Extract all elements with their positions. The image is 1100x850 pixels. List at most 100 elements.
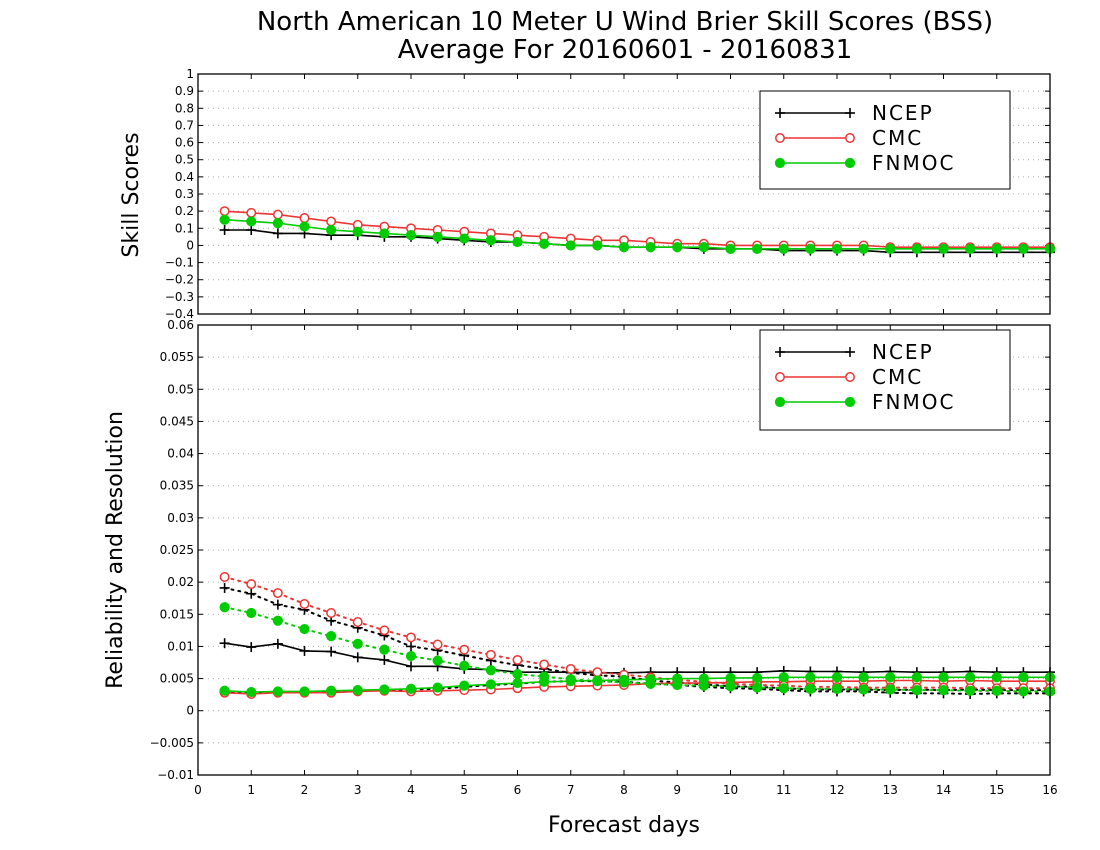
y-axis-label: Skill Scores	[119, 132, 144, 257]
data-point	[698, 242, 709, 253]
data-point	[459, 680, 470, 691]
y-tick-label: 0.3	[175, 187, 194, 201]
legend-marker	[844, 157, 856, 169]
data-point	[805, 683, 816, 694]
data-point	[698, 680, 709, 691]
chart-panel-2: −0.01 −0.005 0 0.005 0.01 0.015 0.02 0.025 0.03 0…	[103, 318, 1058, 797]
y-tick-label: 0.5	[175, 153, 194, 167]
x-tick-label: 12	[829, 783, 844, 797]
data-point	[246, 207, 257, 218]
data-point	[299, 213, 310, 223]
data-point	[246, 686, 257, 698]
data-point	[432, 639, 443, 650]
data-point	[645, 242, 656, 253]
x-tick-label: 13	[883, 783, 898, 797]
data-point	[911, 685, 922, 696]
data-point	[379, 625, 390, 636]
legend-marker	[774, 396, 786, 408]
data-point	[965, 685, 976, 696]
series-fnmoc-solid-5	[219, 672, 1056, 698]
x-tick-label: 1	[247, 783, 255, 797]
data-point	[725, 672, 736, 684]
y-tick-label: 0.025	[160, 543, 194, 557]
data-point	[379, 644, 390, 655]
legend-label-fnmoc: FNMOC	[872, 390, 955, 414]
data-point	[512, 668, 523, 680]
y-tick-label: 0.01	[167, 639, 194, 653]
data-point	[592, 667, 603, 678]
x-tick-label: 4	[407, 783, 415, 797]
data-point	[432, 655, 443, 666]
data-point	[246, 607, 257, 619]
data-point	[299, 686, 310, 697]
x-tick-label: 3	[354, 783, 362, 797]
data-point	[219, 602, 230, 613]
chart-title-line2: Average For 20160601 - 20160831	[398, 35, 853, 65]
data-point	[485, 679, 496, 690]
series-line	[223, 586, 1051, 692]
data-point	[778, 672, 789, 683]
y-tick-label: −0.01	[157, 768, 194, 782]
chart-panel-1: −0.4 −0.3 −0.2 −0.1 0 0.1 0.2 0.3 0.4 0.5 0.6 0.7 0.…	[119, 67, 1056, 321]
data-point	[485, 649, 496, 660]
x-axis-label: Forecast days	[548, 813, 700, 838]
data-point	[831, 243, 843, 254]
data-point	[459, 233, 470, 244]
x-tick-label: 15	[989, 783, 1004, 797]
y-tick-label: −0.2	[165, 273, 194, 287]
data-point	[299, 623, 310, 635]
series-fnmoc-solid-2	[219, 214, 1056, 254]
y-tick-label: 0.015	[160, 607, 194, 621]
data-point	[991, 685, 1002, 696]
series-line	[224, 642, 1050, 674]
data-point	[485, 665, 496, 676]
data-point	[326, 224, 337, 236]
data-point	[725, 243, 736, 254]
data-point	[512, 677, 523, 689]
x-tick-label: 16	[1042, 783, 1057, 797]
data-point	[778, 683, 789, 694]
data-point	[965, 672, 976, 683]
x-tick-label: 11	[776, 783, 791, 797]
y-tick-label: 0.035	[160, 479, 194, 493]
data-point	[299, 599, 310, 609]
data-point	[965, 243, 976, 254]
legend-marker	[774, 157, 786, 169]
data-point	[805, 672, 816, 683]
series-line	[224, 210, 1050, 248]
data-point	[352, 226, 363, 237]
data-point	[459, 644, 470, 655]
data-point	[938, 672, 949, 683]
plot-frame	[197, 324, 1051, 776]
y-tick-label: 0.02	[167, 575, 194, 589]
y-tick-label: 0.8	[175, 101, 194, 115]
data-point	[752, 672, 763, 684]
legend-label-ncep: NCEP	[872, 101, 934, 125]
y-tick-label: 0.03	[167, 511, 194, 525]
data-point	[805, 243, 816, 254]
data-point	[672, 242, 683, 253]
data-point	[272, 218, 283, 229]
data-point	[512, 654, 523, 665]
data-point	[592, 676, 603, 687]
data-point	[219, 214, 230, 225]
data-point	[539, 671, 550, 682]
legend-marker	[844, 396, 856, 408]
data-point	[858, 684, 869, 695]
x-tick-label: 5	[460, 783, 468, 797]
data-point	[911, 672, 922, 683]
y-tick-label: 0.2	[175, 204, 194, 218]
y-tick-label: 0.06	[167, 318, 194, 332]
x-tick-label: 7	[567, 783, 575, 797]
data-point	[539, 238, 550, 249]
x-tick-label: 8	[620, 783, 628, 797]
data-point	[831, 672, 843, 683]
series-fnmoc-dotted-6	[219, 602, 1056, 697]
data-point	[326, 608, 337, 618]
data-point	[539, 659, 550, 670]
legend-marker	[775, 372, 785, 382]
data-point	[405, 650, 417, 662]
data-point	[778, 243, 789, 254]
data-point	[299, 221, 310, 232]
